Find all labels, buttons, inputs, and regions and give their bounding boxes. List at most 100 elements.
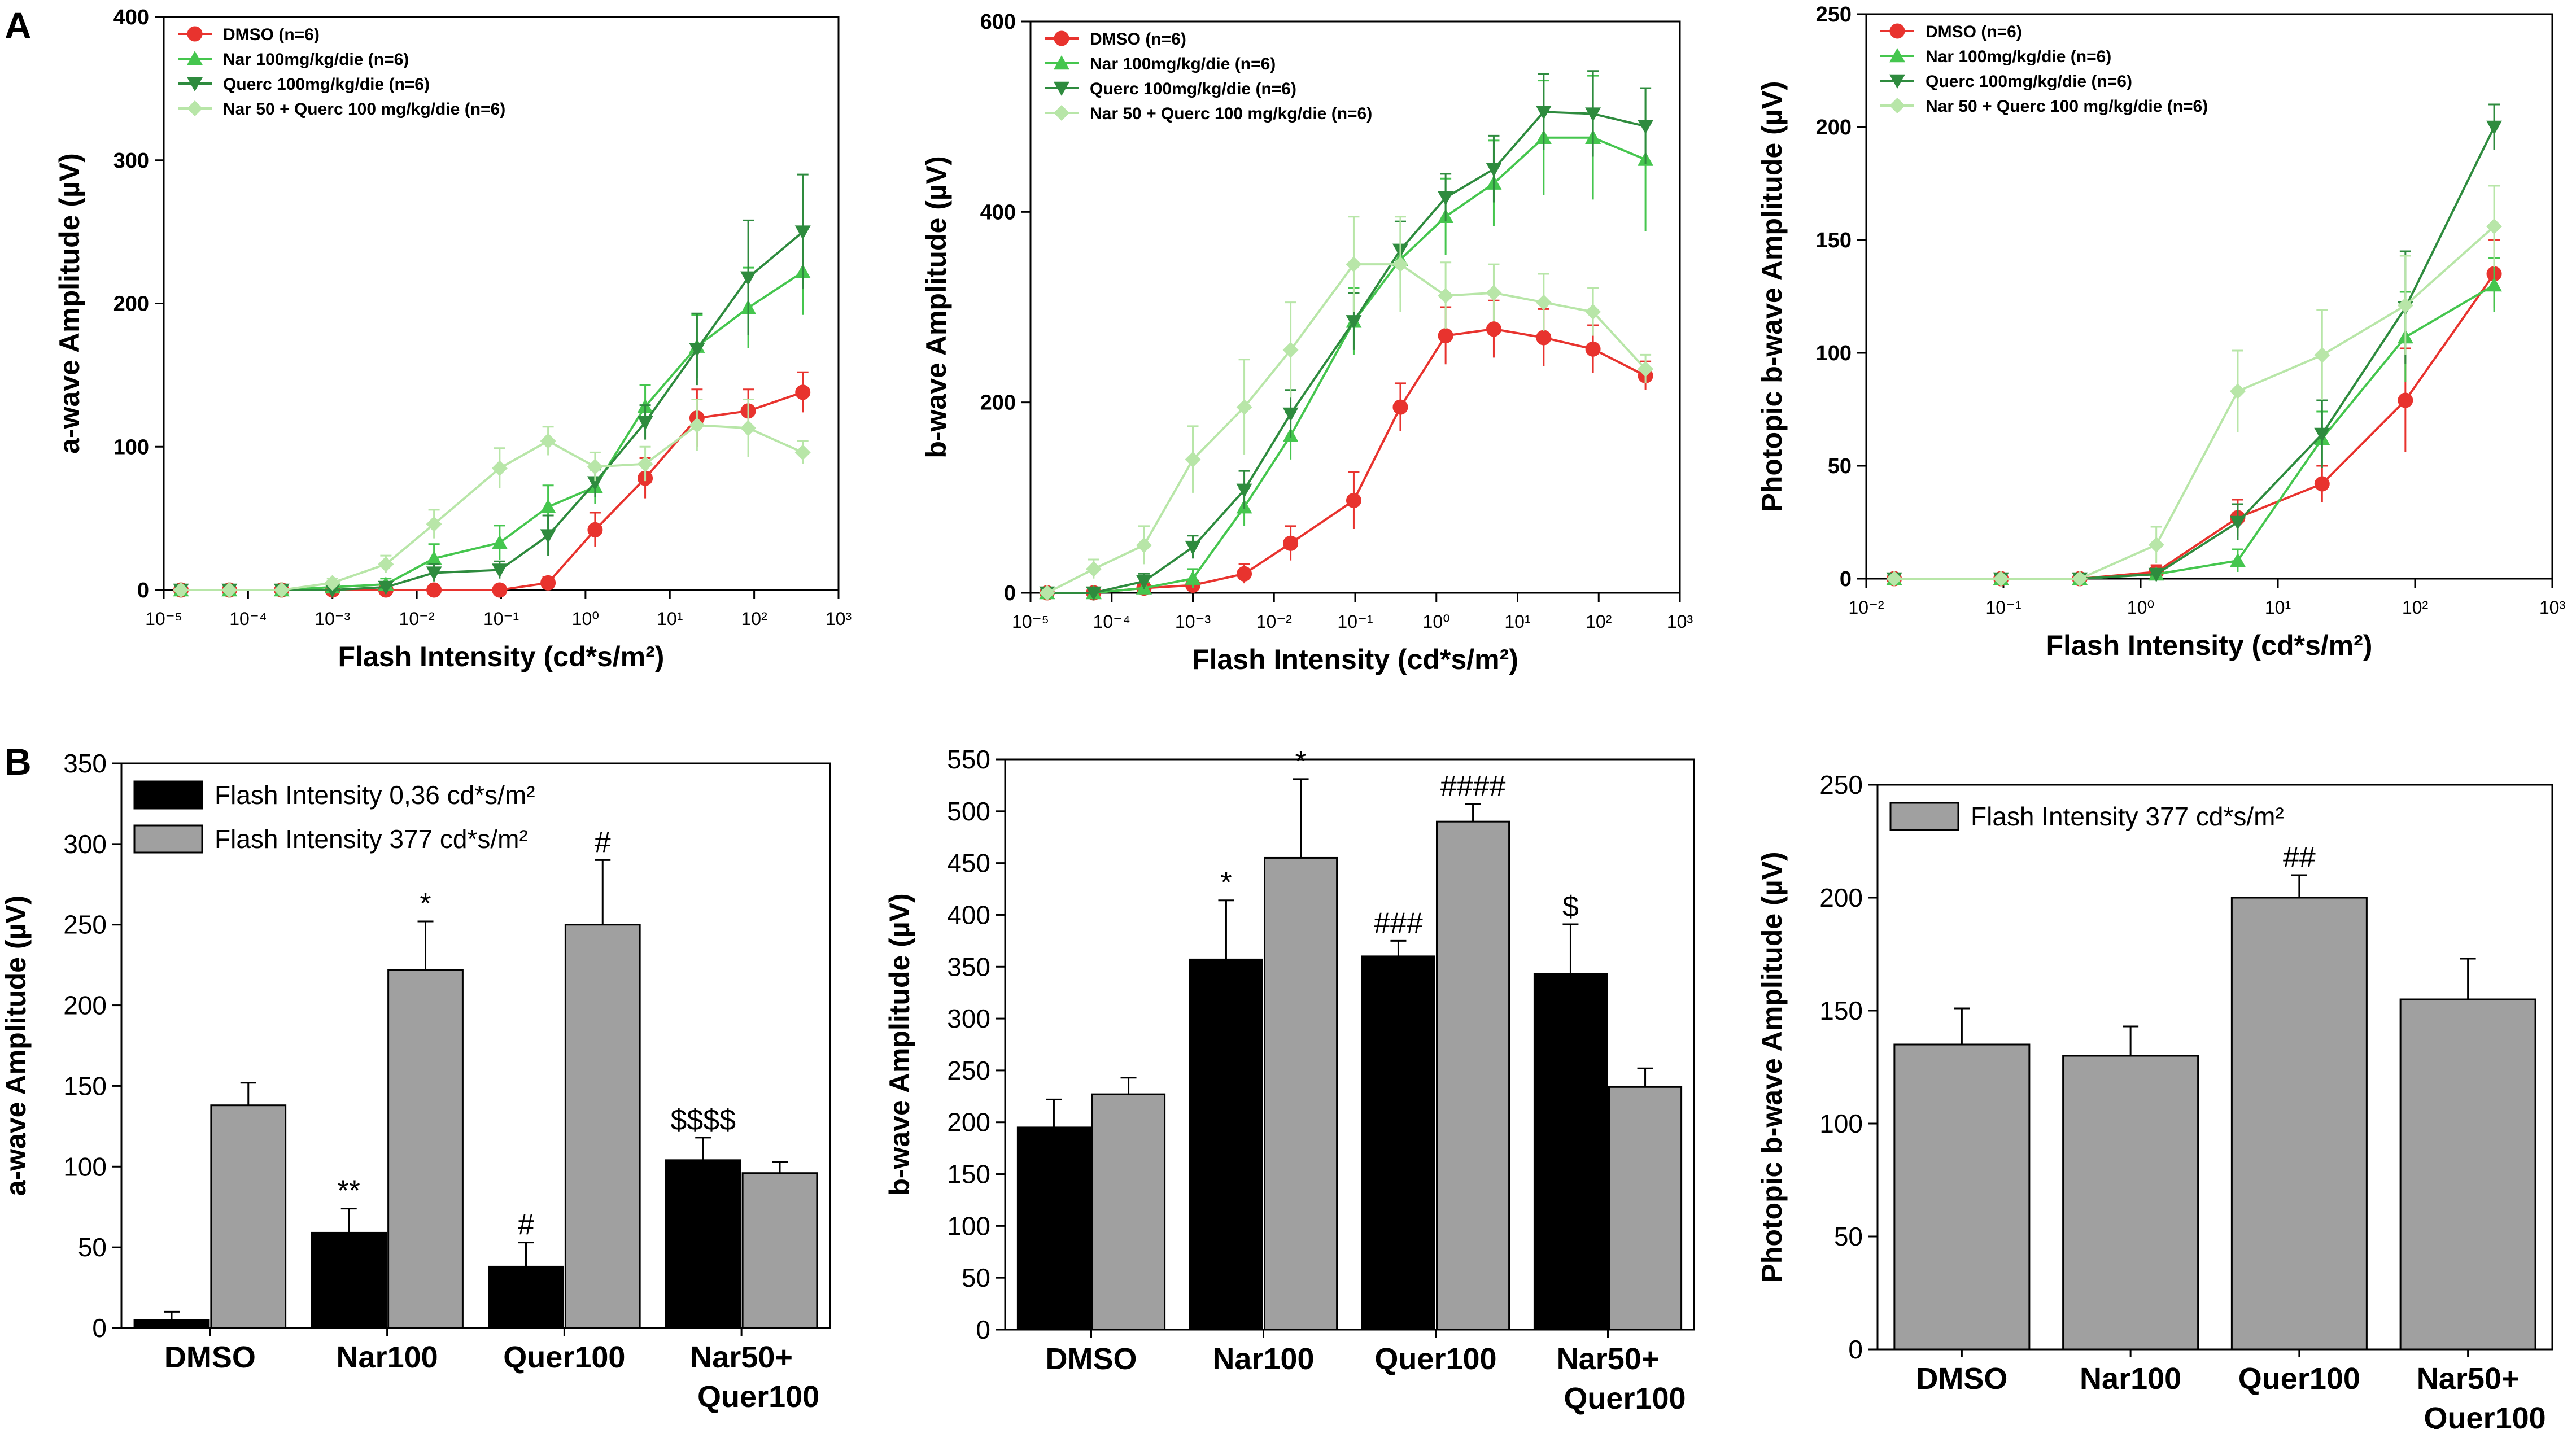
data-point bbox=[2148, 537, 2164, 553]
data-point bbox=[637, 416, 653, 431]
data-point bbox=[1392, 256, 1408, 273]
data-point bbox=[1486, 321, 1501, 337]
data-point bbox=[1346, 492, 1361, 508]
bar bbox=[1533, 973, 1608, 1331]
data-point bbox=[1535, 106, 1552, 120]
y-tick-label: 50 bbox=[1828, 455, 1852, 478]
data-point bbox=[378, 556, 394, 573]
legend-entry: DMSO (n=6) bbox=[1926, 23, 2022, 41]
x-tick-label: 10⁻³ bbox=[1175, 611, 1211, 632]
significance-mark: * bbox=[1295, 745, 1306, 778]
y-tick-label: 350 bbox=[947, 952, 990, 981]
significance-mark: ### bbox=[1374, 907, 1423, 939]
y-tick-label: 50 bbox=[1834, 1222, 1863, 1251]
chart-a3: 0 50 100 150 200 250 10⁻² 10⁻¹ 10⁰ 10¹ 10² 10³ Flash… bbox=[1756, 3, 2565, 661]
data-point bbox=[1438, 287, 1454, 304]
series-3 bbox=[173, 399, 811, 598]
data-point bbox=[491, 460, 508, 477]
x-tick-label: 10¹ bbox=[657, 609, 683, 629]
data-point bbox=[1185, 451, 1201, 467]
data-point bbox=[273, 582, 290, 598]
category-label: Nar50+ bbox=[2417, 1362, 2520, 1396]
bar bbox=[1608, 1086, 1683, 1331]
bar bbox=[741, 1172, 818, 1329]
data-point bbox=[587, 522, 603, 537]
legend-marker bbox=[187, 51, 203, 65]
plot-frame bbox=[1865, 13, 2553, 580]
category-label: Quer100 bbox=[1564, 1382, 1686, 1415]
data-point bbox=[740, 271, 757, 286]
category-label: Nar50+ bbox=[690, 1340, 793, 1374]
y-tick-label: 200 bbox=[1819, 883, 1863, 912]
y-tick-label: 150 bbox=[1819, 996, 1863, 1025]
data-point bbox=[1438, 328, 1453, 344]
x-tick-label: 10⁻² bbox=[1256, 611, 1292, 632]
data-point bbox=[1236, 399, 1252, 416]
data-point bbox=[2314, 476, 2330, 492]
data-point bbox=[1486, 285, 1502, 301]
data-point bbox=[1585, 107, 1601, 122]
data-point bbox=[2314, 347, 2330, 363]
legend-marker bbox=[187, 100, 203, 116]
data-point bbox=[324, 575, 340, 591]
y-tick-label: 150 bbox=[63, 1071, 107, 1100]
x-tick-label: 10⁻¹ bbox=[1337, 611, 1373, 632]
legend-entry: Flash Intensity 377 cd*s/m² bbox=[1971, 802, 2284, 831]
x-tick-label: 10⁻⁴ bbox=[229, 609, 267, 629]
category-label: Quer100 bbox=[697, 1380, 819, 1414]
x-tick-label: 10³ bbox=[1667, 611, 1693, 632]
significance-mark: ** bbox=[337, 1175, 360, 1208]
bar bbox=[1189, 958, 1263, 1331]
y-tick-label: 350 bbox=[63, 749, 107, 778]
data-point bbox=[173, 582, 189, 598]
significance-mark: ## bbox=[2283, 841, 2316, 874]
plot-frame bbox=[120, 762, 831, 1329]
y-tick-label: 500 bbox=[947, 797, 990, 826]
data-point bbox=[740, 420, 757, 436]
data-point bbox=[492, 582, 508, 598]
y-tick-label: 400 bbox=[113, 6, 149, 29]
y-tick-label: 100 bbox=[1819, 1109, 1863, 1138]
data-point bbox=[1085, 561, 1102, 577]
y-tick-label: 200 bbox=[113, 292, 149, 316]
data-point bbox=[2314, 427, 2330, 442]
y-tick-label: 550 bbox=[947, 745, 990, 774]
data-point bbox=[2229, 553, 2246, 567]
data-point bbox=[426, 582, 442, 598]
y-tick-label: 0 bbox=[1848, 1335, 1863, 1364]
y-tick-label: 250 bbox=[63, 910, 107, 939]
data-point bbox=[587, 476, 603, 491]
x-tick-label: 10⁰ bbox=[2127, 597, 2154, 618]
legend-entry: Querc 100mg/kg/die (n=6) bbox=[1090, 80, 1296, 98]
y-tick-label: 100 bbox=[947, 1211, 990, 1240]
y-axis-label: b-wave Amplitude (µV) bbox=[884, 893, 915, 1195]
data-point bbox=[1282, 342, 1299, 358]
data-point bbox=[1585, 341, 1601, 357]
y-tick-label: 400 bbox=[980, 200, 1016, 224]
y-tick-label: 450 bbox=[947, 849, 990, 878]
series-1: *# bbox=[210, 826, 818, 1329]
data-point bbox=[1486, 163, 1502, 177]
y-tick-label: 150 bbox=[947, 1160, 990, 1189]
chart-a1: 0 100 200 300 400 10⁻⁵ 10⁻⁴ 10⁻³ 10⁻² 10⁻¹ 10⁰ 10¹ 1… bbox=[54, 6, 852, 672]
data-point bbox=[2229, 383, 2246, 399]
x-tick-label: 10⁻³ bbox=[315, 609, 350, 629]
legend: Flash Intensity 0,36 cd*s/m² Flash Intens… bbox=[133, 780, 535, 854]
data-point bbox=[2072, 571, 2088, 587]
bar bbox=[1091, 1093, 1166, 1331]
category-label: DMSO bbox=[1046, 1342, 1137, 1376]
x-tick-label: 10⁻¹ bbox=[1985, 597, 2021, 618]
y-tick-label: 100 bbox=[1816, 342, 1852, 365]
legend-entry: Nar 100mg/kg/die (n=6) bbox=[1090, 55, 1276, 73]
category-label: Quer100 bbox=[2424, 1401, 2546, 1429]
legend-entry: Querc 100mg/kg/die (n=6) bbox=[223, 75, 430, 94]
legend-entry: Nar 100mg/kg/die (n=6) bbox=[1926, 47, 2111, 66]
y-tick-label: 50 bbox=[78, 1233, 107, 1262]
chart-b3: 0 50 100 150 200 250 Photopic b-wave Amplitude… bbox=[1756, 770, 2553, 1429]
category-label: Quer100 bbox=[1374, 1342, 1496, 1376]
y-tick-label: 600 bbox=[980, 10, 1016, 34]
y-tick-label: 100 bbox=[113, 435, 149, 459]
legend: Flash Intensity 377 cd*s/m² bbox=[1889, 802, 2284, 831]
data-point bbox=[378, 580, 394, 595]
legend-marker bbox=[1054, 55, 1069, 70]
